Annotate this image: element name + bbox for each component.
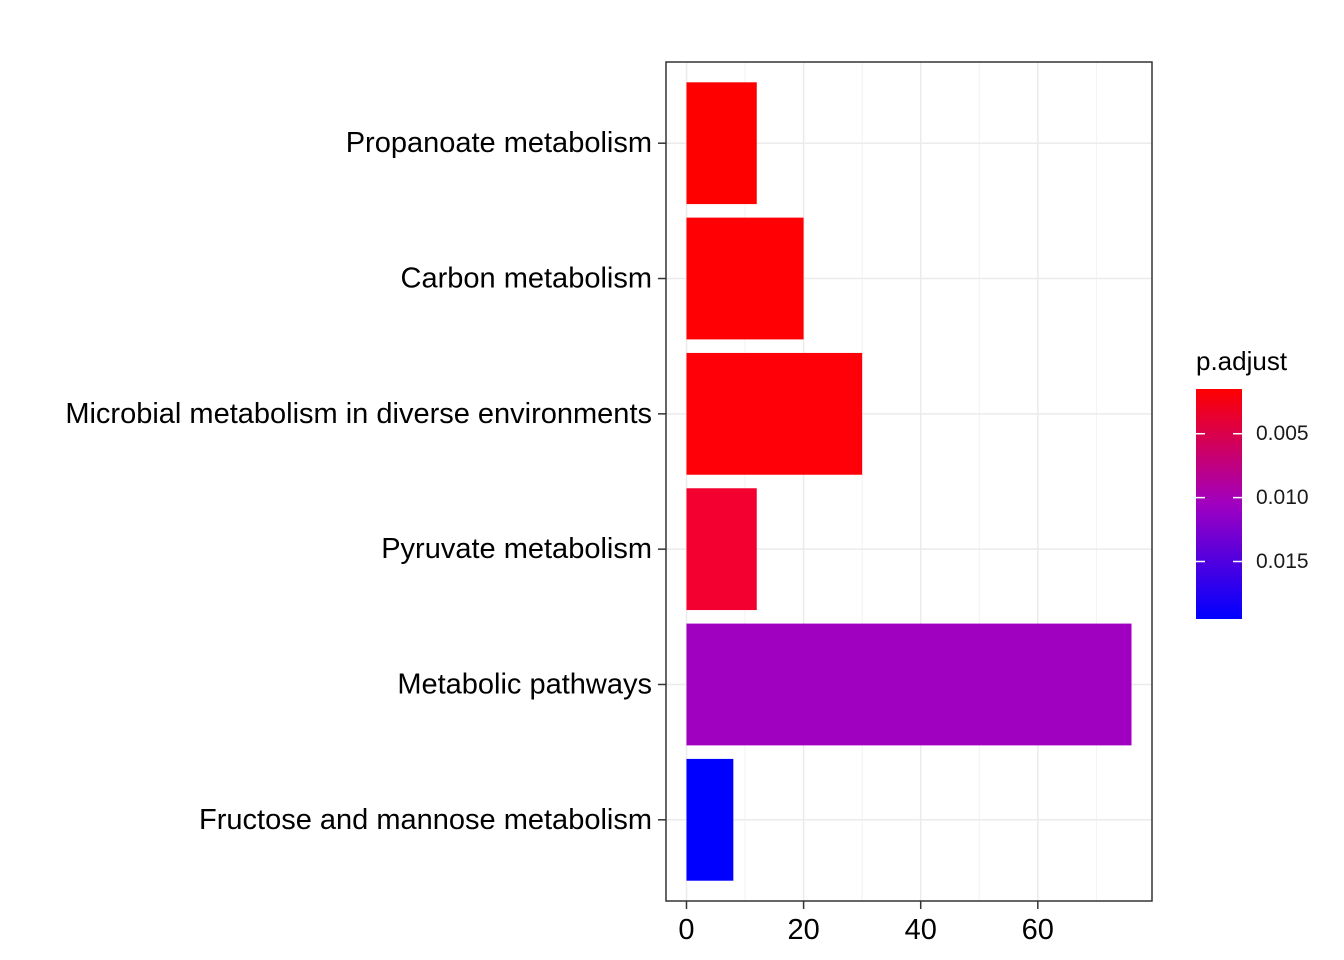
category-label: Fructose and mannose metabolism (199, 804, 652, 836)
legend-tick-label: 0.015 (1256, 550, 1309, 573)
legend-tick-label: 0.010 (1256, 486, 1309, 509)
category-label: Pyruvate metabolism (381, 533, 652, 565)
bar (686, 352, 863, 475)
color-legend: p.adjust 0.005 0.010 0.015 (1196, 346, 1309, 619)
bar (686, 488, 757, 611)
legend-tick-label: 0.005 (1256, 422, 1309, 445)
bar (686, 623, 1132, 746)
plot-border (665, 61, 1153, 902)
x-tick-label: 0 (678, 914, 694, 946)
legend-title: p.adjust (1196, 346, 1288, 376)
category-label: Propanoate metabolism (346, 127, 652, 159)
x-tick-label: 60 (1022, 914, 1054, 946)
x-tick-label: 40 (905, 914, 937, 946)
category-label: Metabolic pathways (397, 668, 652, 700)
bar (686, 82, 757, 205)
category-label: Microbial metabolism in diverse environm… (65, 398, 652, 430)
bar (686, 217, 804, 340)
x-axis: 0 20 40 60 (678, 901, 1054, 946)
y-axis: Propanoate metabolism Carbon metabolism Mi… (65, 127, 666, 836)
legend-colorbar (1196, 389, 1242, 619)
bar (686, 758, 734, 881)
bars-group (686, 82, 1132, 881)
x-tick-label: 20 (787, 914, 819, 946)
category-label: Carbon metabolism (401, 263, 652, 295)
